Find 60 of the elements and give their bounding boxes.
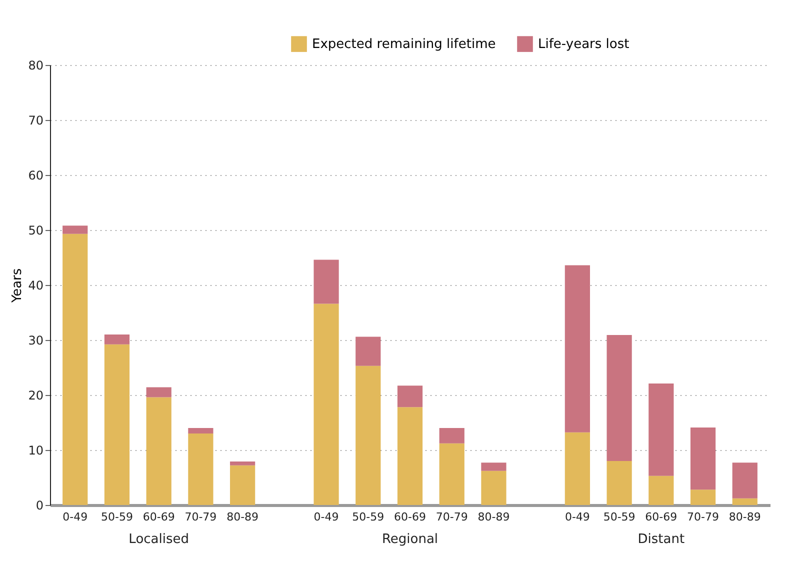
bar <box>606 461 632 505</box>
bar <box>439 443 464 505</box>
y-tick-label: 30 <box>28 334 44 348</box>
x-tick-label: 50-59 <box>603 510 636 524</box>
bar <box>606 335 632 461</box>
bar <box>564 432 590 505</box>
bar <box>230 462 256 466</box>
legend-label: Life-years lost <box>538 37 630 52</box>
bar <box>356 366 381 505</box>
x-tick-label: 60-69 <box>394 510 426 524</box>
bar <box>146 387 172 398</box>
y-axis-title: Years <box>10 268 26 304</box>
bar <box>690 490 716 505</box>
x-tick-label: 70-79 <box>184 510 217 524</box>
bar <box>648 476 674 505</box>
x-tick-label: 50-59 <box>352 510 384 524</box>
y-tick-label: 40 <box>28 278 44 292</box>
x-tick-label: 60-69 <box>142 510 175 524</box>
bar <box>314 260 339 304</box>
legend-label: Expected remaining lifetime <box>312 37 496 52</box>
bar <box>62 226 88 234</box>
y-tick-label: 80 <box>28 58 44 72</box>
bar <box>356 336 381 366</box>
bar <box>397 386 423 408</box>
bar <box>648 383 674 476</box>
x-tick-label: 50-59 <box>100 510 133 524</box>
y-tick-label: 20 <box>28 388 44 402</box>
text: Localised <box>128 532 189 547</box>
bar <box>230 465 256 505</box>
bar <box>104 334 130 344</box>
bar <box>439 428 464 444</box>
x-tick-label: 0-49 <box>62 510 88 524</box>
y-tick-label: 50 <box>28 224 44 238</box>
x-tick-label: 0-49 <box>314 510 339 524</box>
bar <box>314 304 339 505</box>
x-tick-label: 70-79 <box>687 510 720 524</box>
x-tick-label: 60-69 <box>645 510 678 524</box>
x-tick-label: 0-49 <box>564 510 590 524</box>
bar <box>62 234 88 505</box>
text: Regional <box>382 532 438 547</box>
bar <box>564 265 590 432</box>
x-tick-label: 80-89 <box>226 510 259 524</box>
y-tick-label: 70 <box>28 114 44 128</box>
y-tick-label: 10 <box>28 444 44 458</box>
x-tick-label: 70-79 <box>436 510 468 524</box>
bar <box>397 407 423 505</box>
bar <box>188 434 214 505</box>
bar <box>732 498 758 505</box>
bar <box>732 462 758 498</box>
text: Distant <box>638 532 685 547</box>
y-tick-label: 60 <box>28 168 44 182</box>
x-tick-label: 80-89 <box>728 510 761 524</box>
x-tick-label: 80-89 <box>478 510 510 524</box>
bar <box>481 470 506 505</box>
bar <box>690 427 716 490</box>
bar <box>146 397 172 505</box>
y-tick-label: 0 <box>36 498 44 512</box>
bar <box>481 462 506 471</box>
bar <box>188 428 214 434</box>
bar <box>104 344 130 505</box>
